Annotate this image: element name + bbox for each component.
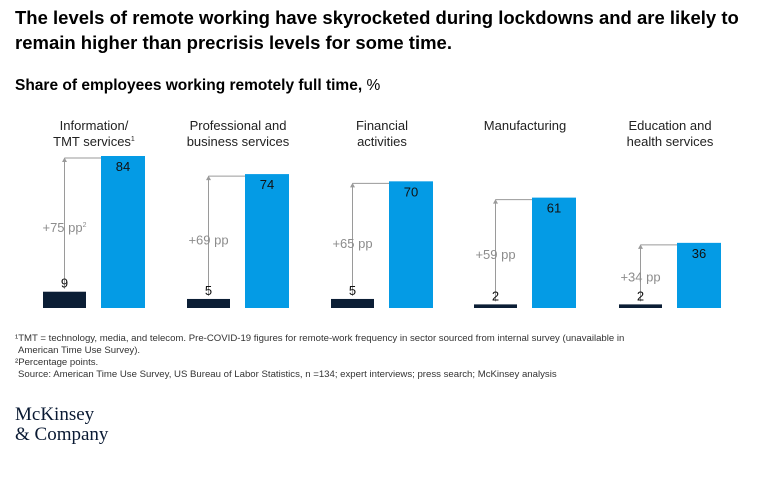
increase-annotation: +75 pp2 — [42, 220, 86, 235]
lockdown-bar — [245, 174, 289, 308]
chart-subtitle: Share of employees working remotely full… — [15, 76, 380, 96]
category-label: Financial activities — [356, 118, 408, 149]
increase-annotation: +59 pp — [475, 247, 515, 262]
subtitle-unit: % — [366, 77, 381, 94]
pre-covid-bar — [331, 298, 374, 308]
chart-title: The levels of remote working have skyroc… — [15, 7, 739, 53]
category-label: Education and health services — [627, 118, 714, 149]
lockdown-bar — [677, 242, 721, 308]
arrow-head — [350, 182, 355, 188]
footnote-1-cont: American Time Use Survey). — [18, 345, 141, 356]
footnote-1: ¹TMT = technology, media, and telecom. P… — [15, 333, 625, 344]
category-label: Information/TMT services1 — [53, 118, 135, 149]
footnotes: ¹TMT = technology, media, and telecom. P… — [15, 333, 735, 381]
lockdown-value: 36 — [692, 246, 706, 261]
pre-covid-value: 2 — [637, 288, 644, 303]
pre-covid-value: 9 — [61, 276, 68, 291]
lockdown-bar — [389, 181, 433, 308]
arrow-head — [493, 199, 498, 204]
arrow-head — [638, 244, 643, 249]
arrow-head — [206, 175, 211, 181]
logo-line-1: McKinsey — [15, 404, 95, 425]
lockdown-bar — [101, 156, 145, 308]
lockdown-value: 74 — [260, 177, 274, 192]
pre-covid-value: 5 — [349, 283, 356, 298]
arrow-head — [62, 157, 67, 162]
pre-covid-value: 5 — [205, 283, 212, 298]
increase-annotation: +69 pp — [188, 233, 228, 248]
increase-annotation: +34 pp — [620, 270, 660, 285]
logo-line-2: & Company — [15, 424, 109, 445]
pre-covid-value: 2 — [492, 288, 499, 303]
category-label: Manufacturing — [484, 118, 566, 133]
pre-covid-bar — [43, 291, 86, 308]
category-label: Professional and business services — [187, 118, 290, 149]
pre-covid-bar — [187, 298, 230, 308]
source-note: Source: American Time Use Survey, US Bur… — [18, 369, 557, 380]
lockdown-value: 70 — [404, 184, 418, 199]
pre-covid-bar — [474, 304, 517, 308]
lockdown-value: 84 — [116, 159, 130, 174]
lockdown-bar — [532, 197, 576, 308]
increase-annotation: +65 pp — [332, 236, 372, 251]
pre-covid-bar — [619, 304, 662, 308]
mckinsey-logo: McKinsey & Company — [15, 405, 108, 445]
footnote-2: ²Percentage points. — [15, 357, 99, 368]
lockdown-value: 61 — [547, 201, 561, 216]
subtitle-text: Share of employees working remotely full… — [15, 77, 363, 94]
bar-chart: Information/TMT services1 9 84 +75 pp2 Profe… — [42, 118, 721, 308]
